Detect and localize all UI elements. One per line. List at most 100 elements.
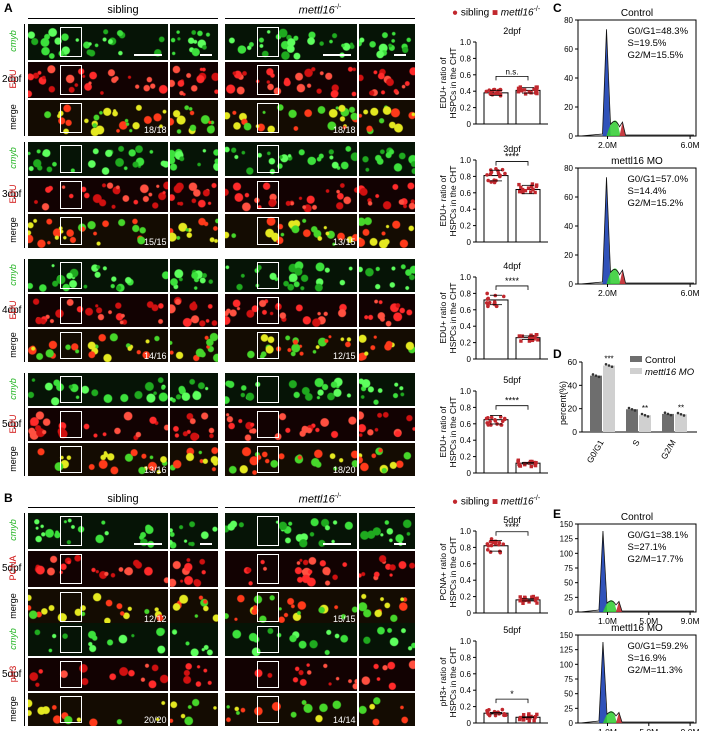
mutant-header-b: mettl16-/- xyxy=(225,493,415,506)
b1-scalebar-mut xyxy=(323,543,351,545)
sc0-point-0-7 xyxy=(484,89,489,94)
sc0-ytick-label-3: 0.6 xyxy=(460,71,472,80)
sc3-point-1-14 xyxy=(533,463,537,467)
a3-roi-box-mut-0 xyxy=(257,145,279,173)
e-mo-ytick-label-2: 50 xyxy=(564,690,573,699)
c-ctrl-s-phase xyxy=(606,120,621,136)
a5-img-sibz-1 xyxy=(170,408,218,441)
sc0-point-1-8 xyxy=(522,88,527,92)
sc3-sig-bracket xyxy=(495,405,529,410)
sc0-point-1-0 xyxy=(527,90,531,94)
sc1-point-1-12 xyxy=(530,182,535,186)
sc1-ytick-label-4: 0.8 xyxy=(460,172,472,181)
a4-img-mut-0 xyxy=(225,259,357,292)
sc1-bar-1 xyxy=(515,189,541,243)
d-ytick-label-1: 20 xyxy=(568,404,578,414)
sc4-ylabel-1: PCNA+ ratio of xyxy=(438,543,448,601)
sc1-point-1-8 xyxy=(520,187,525,192)
a4-img-sibz-2 xyxy=(170,329,218,362)
sc4-ytick-label-5: 1.0 xyxy=(460,527,472,536)
c-mo-ytick-label-4: 80 xyxy=(564,164,573,173)
b1-roi-box-sib-0 xyxy=(60,516,82,546)
b2-img-sib-2 xyxy=(28,693,168,726)
a4-img-sib-2 xyxy=(28,329,168,362)
legend-label-sibling: sibling xyxy=(460,7,490,19)
sc4-point-1-3 xyxy=(518,599,522,603)
sc1-point-1-4 xyxy=(534,184,539,189)
d-point-2-0-2 xyxy=(669,413,673,417)
sc1-ytick-label-2: 0.4 xyxy=(460,205,472,214)
sc4-point-1-13 xyxy=(521,601,525,605)
d-point-0-1-2 xyxy=(610,365,614,369)
a2-scalebar-mut-zoom xyxy=(394,54,406,56)
sc1-ytick-label-1: 0.2 xyxy=(460,222,472,231)
a2-img-sib-2 xyxy=(28,100,168,136)
sc3-point-0-14 xyxy=(488,419,492,424)
sc4-ytick-label-4: 0.8 xyxy=(460,543,472,552)
d-point-0-0-0 xyxy=(591,373,595,376)
a2-img-sib-1 xyxy=(28,62,168,98)
panel-letter-c: C xyxy=(553,1,562,15)
sc2-point-1-6 xyxy=(532,337,536,341)
e-ctrl-ytick-label-1: 25 xyxy=(564,593,573,602)
sc5-ylabel-2: HSPCs in the CHT xyxy=(448,647,458,718)
sc5-point-1-9 xyxy=(517,717,522,722)
sc2-point-1-9 xyxy=(527,339,532,343)
e-ctrl-ytick-label-0: 0 xyxy=(569,608,574,617)
a4-roi-box-mut-0 xyxy=(257,262,279,289)
sc3-ytick-label-0: 0 xyxy=(467,469,472,478)
sc2-sig-label: **** xyxy=(505,276,520,286)
c-mo-ytick-label-0: 0 xyxy=(569,280,574,289)
sc3-ytick-label-1: 0.2 xyxy=(460,453,472,462)
legend-b: ● sibling ■ mettl16-/- xyxy=(452,495,540,507)
sc4-point-1-15 xyxy=(524,598,529,602)
d-point-2-1-2 xyxy=(682,414,686,417)
a4-img-mutz-1 xyxy=(359,294,415,327)
sc4-title: 5dpf xyxy=(503,515,521,525)
d-xtick-label-1: S xyxy=(630,438,642,448)
mutant-header-a: mettl16-/- xyxy=(225,4,415,17)
e-ctrl-outline xyxy=(579,531,694,613)
c-mo-s-phase xyxy=(606,268,621,284)
e-mo-outline xyxy=(579,642,694,724)
sc5-point-1-7 xyxy=(535,712,539,717)
sc3-point-0-11 xyxy=(489,415,494,420)
sc0-ylabel-1: EDU+ ratio of xyxy=(438,57,448,109)
sc4-point-0-12 xyxy=(486,543,491,548)
sc3-bar-0 xyxy=(483,419,509,474)
d-point-2-1-1 xyxy=(679,412,683,416)
sc4-ytick-label-3: 0.6 xyxy=(460,560,472,569)
e-ctrl-xtick-label-0: 1.0M xyxy=(598,616,617,626)
sc1-ylabel-2: HSPCs in the CHT xyxy=(448,166,458,237)
a4-img-sib-1 xyxy=(28,294,168,327)
sc0-ytick-label-5: 1.0 xyxy=(460,38,472,47)
b2-roi-box-sib-1 xyxy=(60,661,82,688)
a2-img-mut-2 xyxy=(225,100,357,136)
sc2-bar-0 xyxy=(483,299,509,360)
a3-img-mutz-2 xyxy=(359,214,415,248)
c-ctrl-g2-peak xyxy=(619,122,626,136)
a3-img-mut-0 xyxy=(225,142,357,176)
b2-img-sibz-2 xyxy=(170,693,218,726)
a3-img-sibz-0 xyxy=(170,142,218,176)
b2-img-mut-1 xyxy=(225,658,357,691)
a3-img-sib-1 xyxy=(28,178,168,212)
mutant-header-label-b: mettl16 xyxy=(298,493,335,506)
e-ctrl-xtick-label-1: 5.0M xyxy=(639,616,658,626)
b2-img-sib-1 xyxy=(28,658,168,691)
sc4-point-1-8 xyxy=(518,595,522,599)
a3-fraction-mut: 13/15 xyxy=(333,237,356,247)
a3-roi-box-sib-0 xyxy=(60,145,82,173)
d-point-2-0-1 xyxy=(666,412,670,416)
e-mo-xtick-label-0: 1.0M xyxy=(598,727,617,731)
d-bar-1-1 xyxy=(639,415,651,432)
sc1-sig-bracket xyxy=(495,161,529,166)
d-ytick-label-2: 40 xyxy=(568,380,578,390)
e-mo-ytick-label-1: 25 xyxy=(564,704,573,713)
e-ctrl-g1-peak xyxy=(598,531,607,612)
sc0-point-1-5 xyxy=(519,88,524,92)
sc2-point-0-6 xyxy=(486,304,490,309)
sc5-point-0-12 xyxy=(502,712,507,716)
sc5-point-1-1 xyxy=(521,713,526,717)
